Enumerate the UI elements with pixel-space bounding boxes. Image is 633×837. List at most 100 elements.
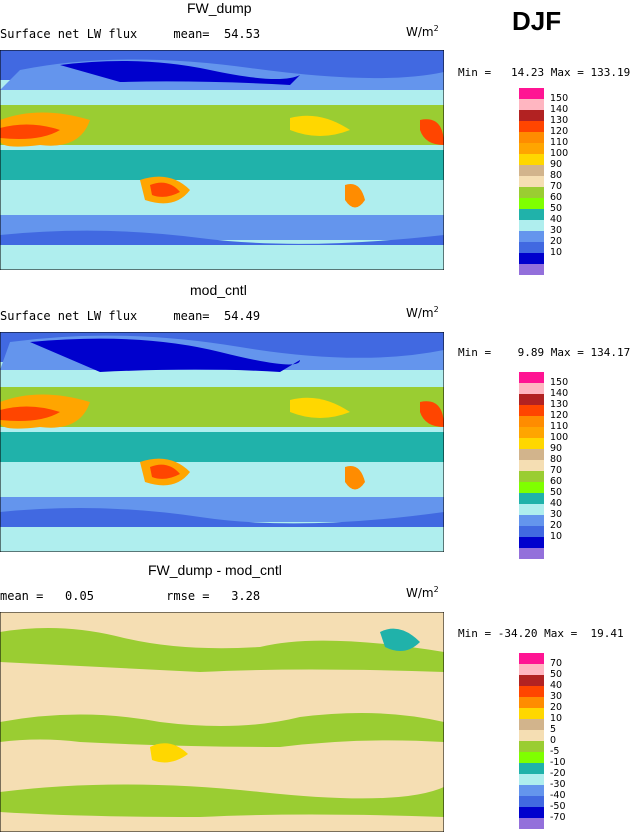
colorbar-swatch [519,383,544,394]
panel-1-title: FW_dump [187,0,252,16]
colorbar-tick-label: 130 [550,399,569,410]
colorbar-tick-label: 150 [550,377,569,388]
colorbar-tick-label: -50 [550,801,566,812]
colorbar-tick-label: 110 [550,137,569,148]
colorbar-tick-label: 50 [550,487,563,498]
colorbar-tick-label: -20 [550,768,566,779]
colorbar-tick-label: 80 [550,454,563,465]
panel-2-map [0,332,444,552]
colorbar-tick-label: -10 [550,757,566,768]
colorbar-tick-label: -40 [550,790,566,801]
panel-2-units: W/m2 [406,305,439,320]
colorbar-tick-label: 5 [550,724,557,735]
colorbar-tick-label: 110 [550,421,569,432]
colorbar-swatch [519,394,544,405]
colorbar-tick-label: 20 [550,702,563,713]
colorbar-tick-label: 120 [550,410,569,421]
colorbar-tick-label: 20 [550,236,563,247]
colorbar-swatch [519,697,544,708]
colorbar-tick-label: 130 [550,115,569,126]
colorbar-swatch [519,675,544,686]
panel-2-minmax: Min = 9.89 Max = 134.17 [458,346,631,359]
colorbar-swatch [519,88,544,99]
colorbar-swatch [519,143,544,154]
colorbar-tick-label: 120 [550,126,569,137]
colorbar-swatch [519,438,544,449]
colorbar-tick-label: 0 [550,735,557,746]
colorbar-tick-label: 10 [550,531,563,542]
colorbar-swatch [519,176,544,187]
colorbar-tick-label: -30 [550,779,566,790]
panel-1-minmax: Min = 14.23 Max = 133.19 [458,66,631,79]
colorbar-tick-label: 90 [550,159,563,170]
colorbar-tick-label: -5 [550,746,560,757]
colorbar-tick-label: 80 [550,170,563,181]
panel-3-subtitle: mean = 0.05 rmse = 3.28 [0,589,261,603]
panel-3-minmax: Min = -34.20 Max = 19.41 [458,627,624,640]
colorbar-swatch [519,653,544,664]
panel-1-subtitle: Surface net LW flux mean= 54.53 [0,27,261,41]
colorbar-swatch [519,427,544,438]
colorbar-swatch [519,537,544,548]
colorbar-swatch [519,493,544,504]
colorbar-tick-label: 10 [550,713,563,724]
colorbar-tick-label: -70 [550,812,566,823]
colorbar-tick-label: 150 [550,93,569,104]
colorbar-swatch [519,165,544,176]
colorbar-swatch [519,449,544,460]
colorbar-tick-label: 60 [550,192,563,203]
colorbar-swatch [519,471,544,482]
colorbar-tick-label: 20 [550,520,563,531]
colorbar-swatch [519,372,544,383]
panel-3-title: FW_dump - mod_cntl [148,562,282,578]
colorbar-tick-label: 30 [550,509,563,520]
colorbar-tick-label: 40 [550,680,563,691]
panel-2-subtitle: Surface net LW flux mean= 54.49 [0,309,261,323]
colorbar-swatch [519,416,544,427]
panel-1-colorbar: 150 140 130 120 110 100 90 80 70 60 50 40 30 20 10 [519,88,619,275]
colorbar-tick-label: 70 [550,181,563,192]
colorbar-swatch [519,264,544,275]
colorbar-swatch [519,807,544,818]
panel-1-map [0,50,444,270]
panel-2-colorbar: 150 140 130 120 110 100 90 80 70 60 50 40 30 20 10 [519,372,619,559]
colorbar-swatch [519,482,544,493]
colorbar-swatch [519,774,544,785]
colorbar-swatch [519,198,544,209]
colorbar-swatch [519,548,544,559]
colorbar-swatch [519,686,544,697]
colorbar-tick-label: 40 [550,214,563,225]
colorbar-swatch [519,763,544,774]
colorbar-swatch [519,242,544,253]
colorbar-swatch [519,796,544,807]
colorbar-tick-label: 60 [550,476,563,487]
panel-2-title: mod_cntl [190,282,247,298]
colorbar-swatch [519,785,544,796]
colorbar-swatch [519,708,544,719]
colorbar-swatch [519,526,544,537]
colorbar-swatch [519,405,544,416]
colorbar-swatch [519,187,544,198]
season-label: DJF [512,6,562,36]
panel-3-colorbar: 70 50 40 30 20 10 5 0 -5 -10 -20 -30 -40 -50 -70 [519,653,619,833]
colorbar-swatch [519,154,544,165]
colorbar-tick-label: 100 [550,432,569,443]
colorbar-swatch [519,741,544,752]
colorbar-tick-label: 30 [550,691,563,702]
colorbar-tick-label: 30 [550,225,563,236]
panel-3-units: W/m2 [406,585,439,600]
colorbar-tick-label: 40 [550,498,563,509]
colorbar-tick-label: 100 [550,148,569,159]
panel-3-map [0,612,444,832]
colorbar-tick-label: 90 [550,443,563,454]
colorbar-swatch [519,132,544,143]
panel-1-units: W/m2 [406,24,439,39]
colorbar-swatch [519,110,544,121]
colorbar-tick-label: 70 [550,658,563,669]
colorbar-swatch [519,752,544,763]
colorbar-swatch [519,664,544,675]
colorbar-swatch [519,220,544,231]
colorbar-swatch [519,209,544,220]
colorbar-tick-label: 10 [550,247,563,258]
colorbar-swatch [519,121,544,132]
